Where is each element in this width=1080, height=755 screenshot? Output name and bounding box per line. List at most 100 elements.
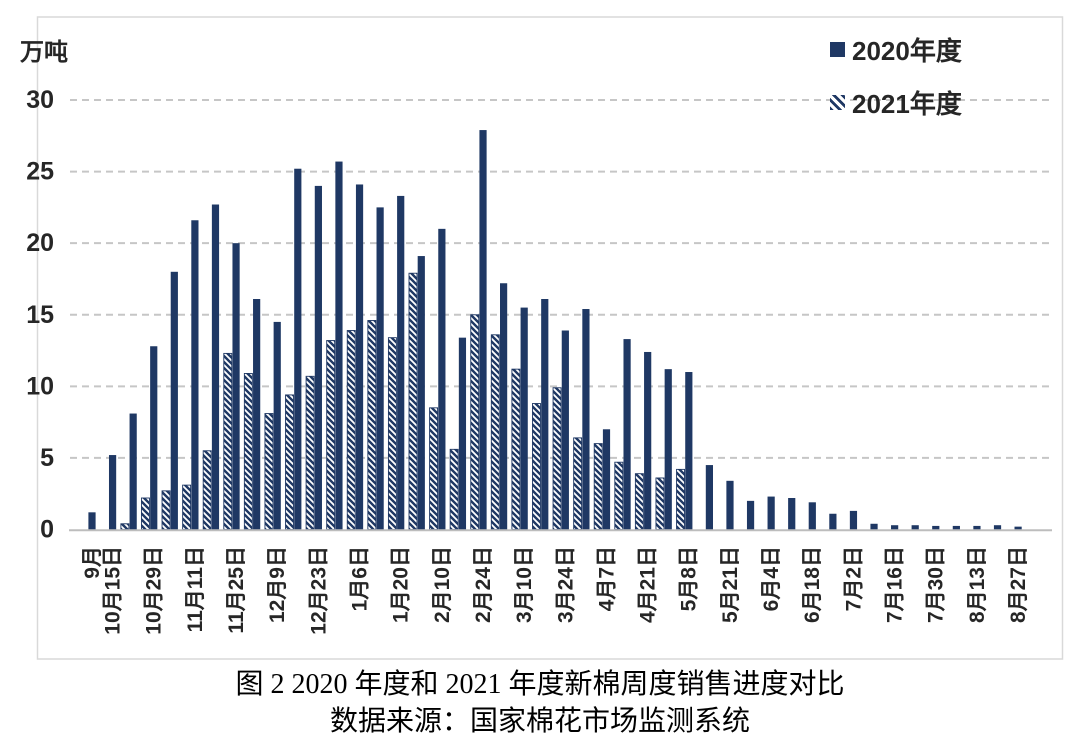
bar-2020 bbox=[253, 299, 261, 530]
x-tick-label: 5月8日 bbox=[678, 546, 701, 611]
figure-caption: 图 2 2020 年度和 2021 年度新棉周度销售进度对比 数据来源：国家棉花… bbox=[0, 666, 1080, 740]
bar-2020 bbox=[602, 429, 611, 530]
bar-2021 bbox=[264, 413, 274, 530]
x-tick-label: 1月20日 bbox=[390, 546, 413, 623]
x-tick-label: 12月23日 bbox=[307, 546, 330, 635]
bar-2021 bbox=[634, 473, 644, 530]
bar-2020 bbox=[129, 413, 137, 530]
bar-2020 bbox=[705, 465, 713, 530]
x-tick-label: 3月10日 bbox=[513, 546, 536, 623]
bar-2020 bbox=[294, 168, 302, 530]
bar-2021 bbox=[223, 352, 233, 530]
bar-2020 bbox=[150, 346, 158, 530]
bar-2021 bbox=[593, 443, 603, 530]
bar-2021 bbox=[429, 407, 439, 530]
chart-border bbox=[36, 16, 1064, 660]
bar-2020 bbox=[1014, 526, 1022, 530]
bar-2020 bbox=[273, 321, 281, 530]
x-tick-label: 4月7日 bbox=[595, 546, 618, 611]
bar-2020 bbox=[870, 523, 878, 530]
bar-2020 bbox=[191, 220, 199, 530]
legend-solid-swatch-icon bbox=[830, 42, 845, 57]
x-tick-label: 4月21日 bbox=[637, 546, 660, 623]
bar-2020 bbox=[355, 184, 364, 530]
bar-2020 bbox=[952, 525, 960, 530]
bar-2020 bbox=[561, 330, 569, 530]
bar-2020 bbox=[397, 195, 405, 530]
x-tick-label: 7月16日 bbox=[884, 546, 907, 623]
chart-frame: 0 5 10 15 20 25 30 万吨 9月 10月15日 10月29日 11月11日 11月25日… bbox=[20, 16, 1064, 660]
bar-2020 bbox=[644, 351, 652, 530]
bar-2020 bbox=[335, 161, 343, 530]
bar-2020 bbox=[932, 525, 940, 530]
y-tick-label: 30 bbox=[26, 86, 54, 114]
caption-title: 图 2 2020 年度和 2021 年度新棉周度销售进度对比 bbox=[235, 669, 845, 700]
x-tick-label: 2月24日 bbox=[472, 546, 495, 623]
bar-2021 bbox=[387, 337, 397, 530]
bar-2020 bbox=[746, 500, 755, 530]
y-tick-label: 0 bbox=[40, 516, 54, 544]
bar-2020 bbox=[664, 369, 672, 530]
bar-2021 bbox=[573, 437, 583, 530]
bar-2020 bbox=[500, 283, 508, 530]
bar-2021 bbox=[202, 450, 212, 530]
bar-2020 bbox=[314, 185, 322, 530]
bar-2021 bbox=[141, 497, 150, 530]
bar-2020 bbox=[170, 271, 178, 530]
x-tick-label: 6月18日 bbox=[801, 546, 824, 623]
x-tick-label: 6月4日 bbox=[760, 546, 783, 611]
x-tick-label: 8月13日 bbox=[966, 546, 989, 623]
x-tick-label: 8月27日 bbox=[1007, 546, 1030, 623]
bar-2021 bbox=[449, 448, 459, 530]
bar-2021 bbox=[161, 490, 171, 530]
bar-2021 bbox=[655, 477, 665, 530]
legend-item-2020: 2020年度 bbox=[830, 36, 962, 66]
x-tick-label: 1月6日 bbox=[348, 546, 371, 611]
y-tick-label: 20 bbox=[26, 229, 54, 257]
y-tick-label: 25 bbox=[26, 158, 54, 186]
bar-2020 bbox=[417, 256, 425, 530]
y-tick-label: 15 bbox=[26, 301, 54, 329]
x-tick-label: 7月30日 bbox=[925, 546, 948, 623]
bar-2020 bbox=[232, 243, 240, 530]
bar-2020 bbox=[479, 130, 487, 530]
bar-2020 bbox=[911, 525, 919, 530]
x-tick-label: 12月9日 bbox=[266, 546, 289, 623]
legend-label-2020: 2020年度 bbox=[852, 36, 962, 66]
bar-2020 bbox=[541, 299, 549, 530]
legend-label-2021: 2021年度 bbox=[852, 89, 962, 119]
bar-2021 bbox=[614, 461, 624, 530]
bar-2020 bbox=[458, 337, 467, 530]
x-tick-label: 2月10日 bbox=[431, 546, 454, 623]
legend-hatch-swatch-icon bbox=[830, 95, 845, 110]
bar-2020 bbox=[767, 496, 775, 530]
bar-2020 bbox=[88, 512, 96, 530]
bar-2021 bbox=[676, 468, 685, 530]
x-tick-label: 9月 bbox=[81, 546, 104, 579]
bar-2021 bbox=[243, 373, 253, 530]
bar-2020 bbox=[438, 228, 446, 530]
bar-2021 bbox=[511, 368, 521, 530]
bar-2020 bbox=[520, 307, 528, 530]
bar-2021 bbox=[285, 394, 294, 530]
bar-2021 bbox=[346, 330, 356, 530]
bar-2020 bbox=[993, 525, 1002, 530]
y-tick-label: 5 bbox=[40, 444, 54, 472]
bar-2020 bbox=[829, 513, 837, 530]
bar-2020 bbox=[788, 498, 796, 530]
x-tick-label: 11月25日 bbox=[225, 546, 248, 634]
bar-2020 bbox=[849, 510, 858, 530]
bar-2021 bbox=[552, 387, 562, 530]
bar-2021 bbox=[305, 375, 315, 530]
bar-2021 bbox=[326, 340, 336, 530]
bar-2020 bbox=[582, 309, 590, 530]
bar-2020 bbox=[108, 455, 117, 530]
chart-legend: 2020年度 2021年度 bbox=[830, 36, 962, 142]
x-tick-label: 11月11日 bbox=[184, 546, 207, 632]
bar-2021 bbox=[182, 484, 192, 530]
x-tick-label: 10月29日 bbox=[143, 546, 166, 635]
legend-item-2021: 2021年度 bbox=[830, 89, 962, 119]
x-tick-label: 5月21日 bbox=[719, 546, 742, 623]
